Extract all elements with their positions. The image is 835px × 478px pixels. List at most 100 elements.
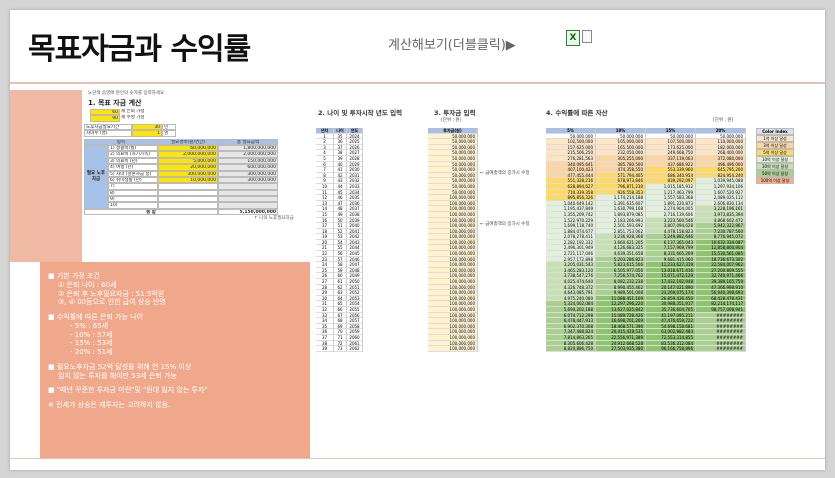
- table-cell: 2045: [347, 251, 363, 257]
- period-unit: 년: [162, 123, 176, 131]
- return-cell: 18,736,673,302: [696, 256, 746, 263]
- table-row: 100,000,000: [428, 256, 478, 263]
- return-cell: 645,795,200: [696, 167, 746, 173]
- invest-cell: 100,000,000: [428, 279, 478, 285]
- invest-cell: 100,000,000: [428, 228, 478, 235]
- summary-line: ※ 전세가 상승은 재투자는 고려하지 않음.: [48, 401, 171, 409]
- document-icon[interactable]: [582, 30, 592, 43]
- input-instruction: 노란색 음영에 본인의 숫자를 입력하세요: [88, 91, 165, 96]
- table-cell: 2057: [347, 318, 363, 324]
- return-cell: 474,358,550: [596, 167, 646, 173]
- table-cell: 21: [316, 245, 334, 252]
- return-cell: 477,455,444: [546, 172, 596, 179]
- table-row: 3,738,547,276 7,256,574,762 15,071,472,129…: [546, 273, 746, 280]
- calculate-link[interactable]: 계산해보기(더블클릭)▶: [388, 38, 516, 53]
- invest-cell: 100,000,000: [428, 307, 478, 313]
- table-cell: 9: [316, 178, 334, 184]
- return-cell: 1,891,220,873: [646, 200, 696, 207]
- table-row: 407,100,423 474,358,550 553,339,960 645,795…: [546, 167, 746, 173]
- table-row: 100,000,000: [428, 239, 478, 246]
- table-cell: 42: [334, 172, 347, 179]
- return-cell: 1,297,934,106: [696, 183, 746, 190]
- return-cell: 1,391,635,607: [596, 200, 646, 207]
- assumption-row: 90 세 수명 가정: [90, 115, 312, 122]
- table-cell: 2035: [347, 195, 363, 201]
- cost-total: 1,800,000,000: [218, 144, 278, 152]
- table-cell: 2039: [347, 217, 363, 224]
- period-unit: 명: [162, 130, 176, 137]
- cost-total: 300,000,000: [218, 176, 278, 184]
- slide: 목표자금과 수익률 계산해보기(더블클릭)▶ X 노란색 음영에 본인의 숫자를…: [10, 10, 825, 470]
- cost-annual: 2,000,000,000: [158, 151, 218, 158]
- table-cell: 2037: [347, 206, 363, 212]
- table-cell: 48: [334, 206, 347, 212]
- table-row: 100,000,000: [428, 195, 478, 201]
- table-cell: 40: [334, 161, 347, 168]
- table-cell: 31: [316, 301, 334, 307]
- return-cell: 5,324,002,084: [546, 301, 596, 307]
- return-cell: 3,973,835,394: [696, 211, 746, 218]
- table-row: 50,000,000: [428, 150, 478, 156]
- table-row: 32 66 2055: [316, 307, 363, 313]
- return-cell: ########: [696, 312, 746, 319]
- table-cell: 43: [334, 178, 347, 184]
- cost-row: 10): [108, 202, 278, 209]
- table-row: 1,699,118,740 2,501,593,692 3,807,094,628 5…: [546, 223, 746, 229]
- table-cell: 2032: [347, 178, 363, 184]
- table-cell: 54: [334, 239, 347, 246]
- return-cell: 1,522,970,229: [546, 217, 596, 224]
- return-cell: 551,328,216: [546, 178, 596, 184]
- table-cell: 2055: [347, 307, 363, 313]
- table-row: 38 72 2061: [316, 340, 363, 347]
- table-row: 3,465,283,120 6,505,977,056 13,018,671,416…: [546, 267, 746, 274]
- return-cell: 407,100,423: [546, 167, 596, 173]
- table-cell: 58: [334, 262, 347, 268]
- cost-header-row: 항목 필요경비(원/연간) 총 필요금액: [84, 138, 312, 145]
- table-row: 25 59 2048: [316, 267, 363, 274]
- invest-cell: 50,000,000: [428, 183, 478, 190]
- return-cell: 1,174,214,188: [596, 195, 646, 201]
- return-cell: 9,681,415,060: [646, 256, 696, 263]
- cost-total: [218, 183, 278, 190]
- table-cell: 2034: [347, 189, 363, 196]
- return-cell: 12,858,800,904: [696, 245, 746, 252]
- table-cell: 55: [334, 245, 347, 252]
- table-cell: 2038: [347, 211, 363, 218]
- table-row: 12 46 2035: [316, 195, 363, 201]
- return-cell: 1,195,437,849: [546, 206, 596, 212]
- table-cell: 30: [316, 295, 334, 302]
- return-cell: 13,018,671,416: [646, 267, 696, 274]
- invest-unit: (단위 : 원): [441, 118, 462, 123]
- table-cell: 52: [334, 228, 347, 235]
- excel-icon[interactable]: X: [566, 30, 580, 46]
- table-cell: 45: [334, 189, 347, 196]
- return-cell: 5,823,615,506: [596, 262, 646, 268]
- return-cell: 26,859,436,450: [646, 295, 696, 302]
- assumption-value: 90: [90, 115, 120, 122]
- summary-line: - 15% : 53세: [70, 339, 113, 348]
- cost-row: 2) 의료비 (자기가족) 2,000,000,000 2,000,000,000: [108, 151, 278, 158]
- cost-header: 필요경비(원/연간): [158, 138, 218, 145]
- summary-box: ■ 기본 가정 조건 ① 은퇴 나이 : 60세 ② 은퇴 후 노후필요자금 : 5…: [40, 262, 310, 458]
- table-cell: 2054: [347, 301, 363, 307]
- return-cell: 2,496,301,949: [546, 245, 596, 252]
- table-row: 8 42 2031: [316, 172, 363, 179]
- return-cell: 628,894,627: [546, 183, 596, 190]
- return-cell: ########: [696, 340, 746, 347]
- table-row: 340,095,641 385,780,500 437,686,922 496,496…: [546, 161, 746, 168]
- table-cell: 2048: [347, 267, 363, 274]
- table-row: 2,721,117,046 4,639,351,658 8,331,665,269 1…: [546, 251, 746, 257]
- legend-item: 5억 이상 달성: [756, 149, 794, 156]
- table-row: 19 53 2042: [316, 234, 363, 240]
- table-row: 100,000,000: [428, 323, 478, 330]
- table-row: 50,000,000: [428, 172, 478, 179]
- table-cell: 32: [316, 307, 334, 313]
- table-row: 22 56 2045: [316, 251, 363, 257]
- table-row: 23 57 2046: [316, 256, 363, 263]
- invest-table: 투자금(원) 50,000,000 50,000,000 50,000,000 50,0…: [428, 128, 478, 352]
- invest-cell: 100,000,000: [428, 223, 478, 229]
- cost-item: 6) 취미생활 (년): [108, 176, 158, 184]
- accent-bar: [10, 90, 82, 262]
- cost-item: 3) 의료비 (년): [108, 157, 158, 165]
- return-cell: 340,095,641: [546, 161, 596, 168]
